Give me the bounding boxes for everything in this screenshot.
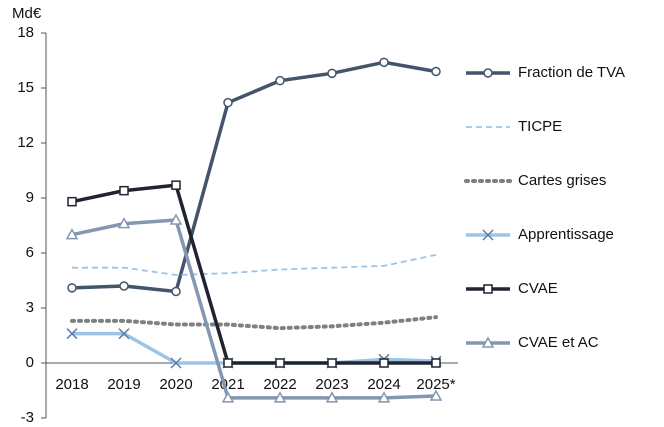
point — [119, 281, 129, 291]
point — [275, 358, 285, 368]
point — [221, 391, 235, 403]
series-line — [72, 253, 437, 276]
point — [483, 284, 493, 294]
y-axis-label: Md€ — [12, 5, 42, 22]
y-tick-label: 3 — [26, 299, 34, 316]
point — [67, 283, 77, 293]
point — [170, 357, 182, 369]
point — [483, 68, 493, 78]
point — [379, 358, 389, 368]
point — [327, 358, 337, 368]
point — [223, 358, 233, 368]
y-tick-label: 6 — [26, 244, 34, 261]
legend-label: TICPE — [518, 118, 562, 135]
point — [379, 57, 389, 68]
point — [171, 180, 181, 190]
point — [273, 391, 287, 403]
legend-label: Apprentissage — [518, 226, 614, 243]
legend-label: Cartes grises — [518, 172, 606, 189]
series-line — [71, 183, 436, 365]
point — [482, 229, 494, 241]
y-tick-label: -3 — [21, 409, 34, 426]
x-tick-label: 2020 — [159, 376, 192, 393]
legend-label: CVAE — [518, 280, 558, 297]
x-tick-label: 2018 — [55, 376, 88, 393]
point — [66, 328, 78, 340]
point — [171, 286, 181, 297]
x-tick-label: 2025* — [416, 376, 455, 393]
series-line — [71, 218, 437, 400]
point — [119, 185, 129, 196]
point — [117, 217, 131, 229]
series-line — [71, 60, 437, 294]
point — [275, 75, 285, 86]
y-tick-label: 18 — [17, 24, 34, 41]
point — [169, 213, 183, 225]
y-tick-label: 0 — [26, 354, 34, 371]
point — [325, 391, 339, 403]
point — [327, 68, 337, 79]
point — [377, 391, 391, 403]
x-tick-label: 2019 — [107, 376, 140, 393]
point — [67, 196, 77, 207]
point — [431, 66, 441, 77]
series-line — [70, 315, 438, 331]
point — [431, 358, 441, 368]
point — [481, 336, 495, 348]
y-tick-label: 12 — [17, 134, 34, 151]
point — [429, 389, 443, 401]
point — [65, 228, 79, 240]
x-tick-label: 2023 — [315, 376, 348, 393]
x-tick-label: 2022 — [263, 376, 296, 393]
y-tick-label: 9 — [26, 189, 34, 206]
y-tick-label: 15 — [17, 79, 34, 96]
point — [118, 328, 130, 340]
legend-label: CVAE et AC — [518, 334, 599, 351]
legend-label: Fraction de TVA — [518, 64, 625, 81]
point — [223, 97, 233, 108]
x-tick-label: 2021 — [211, 376, 244, 393]
x-tick-label: 2024 — [367, 376, 400, 393]
